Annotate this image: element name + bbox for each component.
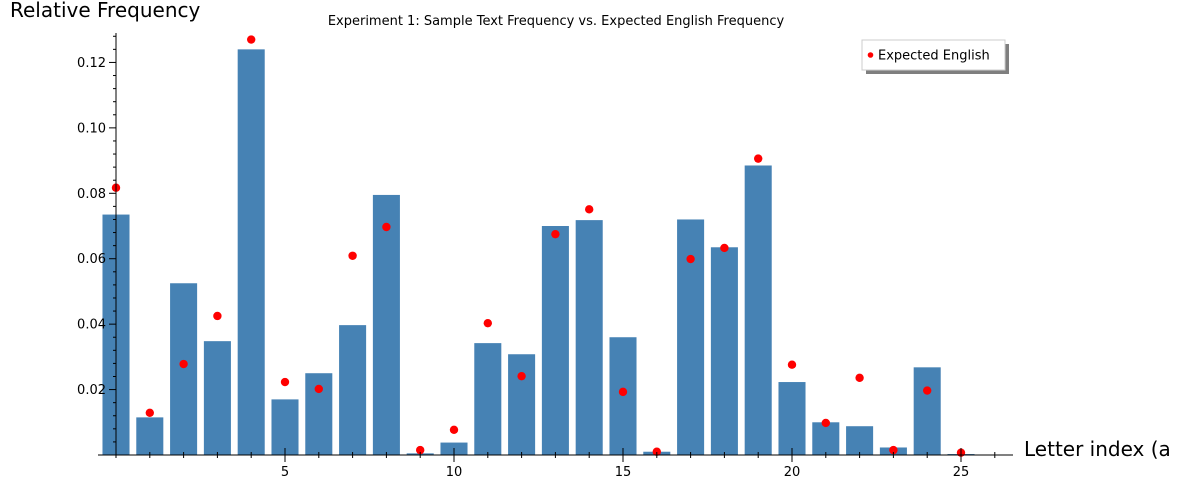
x-tick-label-4: 25 <box>953 465 970 480</box>
ticks-layer: 0.02 0.04 0.06 0.08 0.10 0.12 5 10 15 20 25 <box>77 35 996 480</box>
point-22 <box>855 373 864 382</box>
bar-5 <box>271 399 299 455</box>
x-tick-label-2: 15 <box>615 465 632 480</box>
legend-marker <box>867 52 874 58</box>
point-3 <box>213 311 222 321</box>
legend: Expected English <box>861 39 1009 74</box>
bar-11 <box>474 343 502 455</box>
y-tick-label-2: 0.06 <box>77 252 106 267</box>
bar-12 <box>508 354 536 455</box>
bar-20 <box>778 382 806 455</box>
point-8 <box>382 222 391 232</box>
x-tick-label-0: 5 <box>281 465 289 480</box>
point-18 <box>720 243 729 253</box>
y-tick-label-5: 0.12 <box>77 56 106 71</box>
y-tick-label-1: 0.04 <box>77 318 106 333</box>
bar-1 <box>136 417 164 455</box>
point-1 <box>145 408 154 417</box>
bar-2 <box>170 283 198 455</box>
point-7 <box>348 251 357 260</box>
point-16 <box>652 447 661 456</box>
point-11 <box>483 318 492 328</box>
y-axis-title: Relative Frequency <box>10 0 200 22</box>
legend-box <box>861 39 1006 71</box>
legend-label: Expected English <box>878 49 990 64</box>
bar-7 <box>339 325 367 455</box>
bar-3 <box>203 341 231 455</box>
point-24 <box>923 386 932 395</box>
bar-19 <box>744 165 772 455</box>
bar-18 <box>710 247 738 455</box>
point-12 <box>517 371 526 381</box>
point-13 <box>551 229 560 239</box>
y-tick-label-0: 0.02 <box>77 383 106 398</box>
bar-4 <box>237 49 265 455</box>
point-6 <box>314 384 323 394</box>
point-21 <box>821 418 830 428</box>
point-4 <box>247 35 256 44</box>
bar-24 <box>913 367 941 455</box>
bar-8 <box>372 194 400 455</box>
bar-13 <box>541 226 569 455</box>
x-tick-label-1: 10 <box>446 465 463 480</box>
point-5 <box>280 377 290 387</box>
x-axis-title: Letter index (a <box>1024 437 1171 461</box>
points-layer <box>111 35 966 457</box>
point-14 <box>585 205 594 214</box>
point-20 <box>787 360 797 369</box>
x-tick-label-3: 20 <box>784 465 801 480</box>
point-9 <box>416 445 425 455</box>
point-19 <box>754 154 763 163</box>
bar-17 <box>677 219 705 455</box>
point-2 <box>179 359 188 369</box>
y-tick-label-3: 0.08 <box>77 187 106 202</box>
y-tick-label-4: 0.10 <box>77 121 106 136</box>
bar-21 <box>812 422 840 455</box>
chart-title: Experiment 1: Sample Text Frequency vs. … <box>328 14 785 29</box>
point-15 <box>618 387 628 397</box>
point-10 <box>449 425 459 435</box>
bar-14 <box>575 220 603 455</box>
bar-22 <box>846 426 874 455</box>
bars-layer <box>102 49 975 455</box>
point-17 <box>686 254 695 264</box>
point-23 <box>889 445 898 455</box>
bar-15 <box>609 337 637 455</box>
